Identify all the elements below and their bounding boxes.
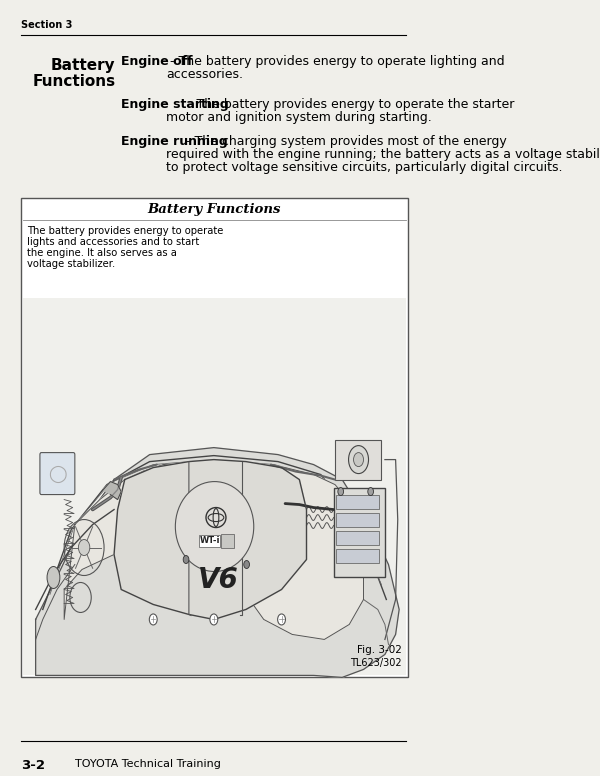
Text: - The battery provides energy to operate lighting and: - The battery provides energy to operate… <box>166 55 505 68</box>
Text: ◯: ◯ <box>48 465 67 483</box>
FancyBboxPatch shape <box>40 452 75 494</box>
Circle shape <box>79 539 90 556</box>
Ellipse shape <box>47 566 60 588</box>
Text: accessories.: accessories. <box>166 68 243 81</box>
Circle shape <box>349 445 368 473</box>
Ellipse shape <box>175 482 254 571</box>
Text: to protect voltage sensitive circuits, particularly digital circuits.: to protect voltage sensitive circuits, p… <box>166 161 563 174</box>
Bar <box>22 198 408 677</box>
Polygon shape <box>103 482 121 500</box>
Polygon shape <box>35 448 399 677</box>
Text: required with the engine running; the battery acts as a voltage stabilizer: required with the engine running; the ba… <box>166 148 600 161</box>
Polygon shape <box>132 465 264 564</box>
Text: Battery Functions: Battery Functions <box>148 203 281 216</box>
Polygon shape <box>114 459 307 619</box>
Circle shape <box>353 452 364 466</box>
Text: WT-i: WT-i <box>199 535 220 545</box>
Bar <box>337 494 379 508</box>
Bar <box>337 531 379 545</box>
Circle shape <box>210 614 218 625</box>
Bar <box>334 487 385 577</box>
Text: Engine starting: Engine starting <box>121 98 229 111</box>
Text: - The battery provides energy to operate the starter: - The battery provides energy to operate… <box>184 98 514 111</box>
Text: lights and accessories and to start: lights and accessories and to start <box>27 237 199 247</box>
Bar <box>337 549 379 563</box>
Circle shape <box>183 556 189 563</box>
Bar <box>337 513 379 527</box>
Circle shape <box>278 614 286 625</box>
Text: Engine off: Engine off <box>121 55 193 68</box>
Text: V6: V6 <box>198 566 238 594</box>
Text: TOYOTA Technical Training: TOYOTA Technical Training <box>75 760 221 769</box>
Text: 3-2: 3-2 <box>22 760 46 772</box>
Text: Battery: Battery <box>51 58 115 73</box>
Circle shape <box>149 614 157 625</box>
Text: voltage stabilizer.: voltage stabilizer. <box>27 258 115 268</box>
Text: Section 3: Section 3 <box>22 20 73 30</box>
Text: Functions: Functions <box>32 74 115 89</box>
Text: Fig. 3-02: Fig. 3-02 <box>357 646 402 656</box>
Bar <box>23 298 406 675</box>
Polygon shape <box>242 465 364 639</box>
Text: TL623/302: TL623/302 <box>350 658 402 668</box>
Circle shape <box>338 487 344 496</box>
Bar <box>335 440 382 480</box>
Bar <box>221 534 234 548</box>
Bar <box>199 535 220 546</box>
Circle shape <box>244 560 250 569</box>
Text: motor and ignition system during starting.: motor and ignition system during startin… <box>166 111 432 124</box>
Polygon shape <box>64 465 189 619</box>
Text: The battery provides energy to operate: The battery provides energy to operate <box>27 226 223 236</box>
Text: Engine running: Engine running <box>121 135 228 148</box>
Text: - The charging system provides most of the energy: - The charging system provides most of t… <box>182 135 507 148</box>
Text: the engine. It also serves as a: the engine. It also serves as a <box>27 248 177 258</box>
Circle shape <box>368 487 374 496</box>
